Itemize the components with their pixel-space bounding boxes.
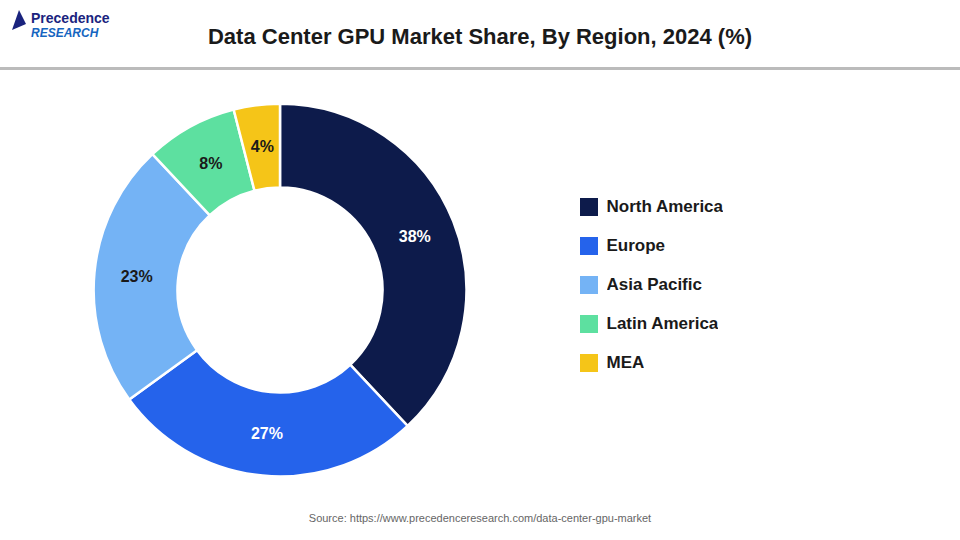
svg-text:8%: 8% xyxy=(199,155,222,172)
html-text:Source: https://www.precedence: Source: https://www.precedenceresearch.c… xyxy=(308,512,652,524)
html-text:North America: North America xyxy=(606,197,723,217)
html-text:Data Center GPU Market Share,: Data Center GPU Market Share, By Region,… xyxy=(208,24,752,49)
svg-text:4%: 4% xyxy=(251,138,274,155)
html-text:Latin America: Latin America xyxy=(606,314,719,334)
svg-text:27%: 27% xyxy=(251,425,283,442)
html-text:MEA: MEA xyxy=(606,353,645,373)
svg-text:38%: 38% xyxy=(399,228,431,245)
svg-text:23%: 23% xyxy=(121,268,153,285)
html-text:RESEARCH: RESEARCH xyxy=(31,26,99,40)
html-text:Asia Pacific: Asia Pacific xyxy=(606,275,702,295)
html-text:Precedence: Precedence xyxy=(31,10,110,26)
html-text:Europe: Europe xyxy=(606,236,666,256)
